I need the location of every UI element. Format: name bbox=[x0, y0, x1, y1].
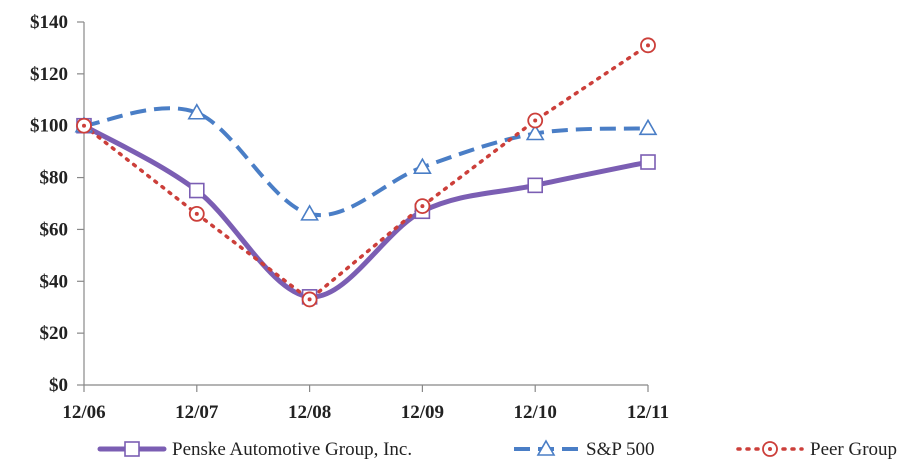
legend-item: Penske Automotive Group, Inc. bbox=[97, 439, 412, 460]
data-point-marker bbox=[414, 198, 431, 214]
data-point-marker bbox=[188, 205, 205, 222]
x-tick-label: 12/09 bbox=[401, 402, 444, 423]
y-tick-label: $0 bbox=[49, 375, 68, 396]
legend-marker bbox=[124, 441, 140, 457]
legend-marker bbox=[762, 441, 778, 457]
y-tick-label: $120 bbox=[30, 64, 68, 85]
data-point-marker bbox=[300, 204, 319, 221]
data-point-marker bbox=[527, 177, 544, 194]
axes bbox=[77, 21, 649, 392]
data-point-marker bbox=[76, 117, 92, 134]
data-point-marker bbox=[187, 103, 207, 120]
x-tick-label: 12/10 bbox=[514, 402, 557, 423]
legend-label: S&P 500 bbox=[586, 439, 654, 460]
y-tick-label: $40 bbox=[40, 271, 69, 292]
y-tick-label: $140 bbox=[30, 12, 68, 33]
data-point-marker bbox=[640, 37, 656, 54]
x-tick-label: 12/08 bbox=[288, 402, 331, 423]
legend-item: Peer Group bbox=[736, 439, 897, 460]
series-lines bbox=[81, 43, 651, 302]
series-line-0 bbox=[81, 123, 651, 300]
x-axis-tick-labels: 12/06 12/07 12/08 12/09 12/10 12/11 bbox=[62, 402, 669, 423]
data-point-marker bbox=[189, 182, 205, 199]
x-tick-label: 12/11 bbox=[627, 402, 669, 423]
data-point-marker bbox=[527, 112, 544, 129]
series-markers bbox=[74, 37, 658, 308]
y-tick-label: $80 bbox=[40, 168, 69, 189]
series-line-2 bbox=[82, 43, 650, 302]
data-point-marker bbox=[638, 118, 658, 136]
legend: Penske Automotive Group, Inc. S&P 500 Peer… bbox=[97, 439, 897, 460]
series-line-1 bbox=[83, 106, 649, 218]
x-tick-label: 12/06 bbox=[62, 402, 105, 423]
legend-label: Penske Automotive Group, Inc. bbox=[172, 439, 412, 460]
legend-marker bbox=[536, 439, 556, 456]
legend-item: S&P 500 bbox=[514, 439, 654, 460]
y-tick-label: $60 bbox=[40, 219, 69, 240]
legend-label: Peer Group bbox=[810, 439, 897, 460]
data-point-marker bbox=[301, 291, 318, 308]
y-tick-label: $20 bbox=[40, 323, 69, 344]
data-point-marker bbox=[640, 154, 656, 170]
data-point-marker bbox=[525, 123, 545, 141]
x-tick-label: 12/07 bbox=[175, 402, 219, 423]
y-axis-tick-labels: $0 $20 $40 $60 $80 $100 $120 $140 bbox=[30, 12, 68, 396]
y-tick-label: $100 bbox=[30, 116, 68, 137]
data-point-marker bbox=[413, 157, 432, 174]
